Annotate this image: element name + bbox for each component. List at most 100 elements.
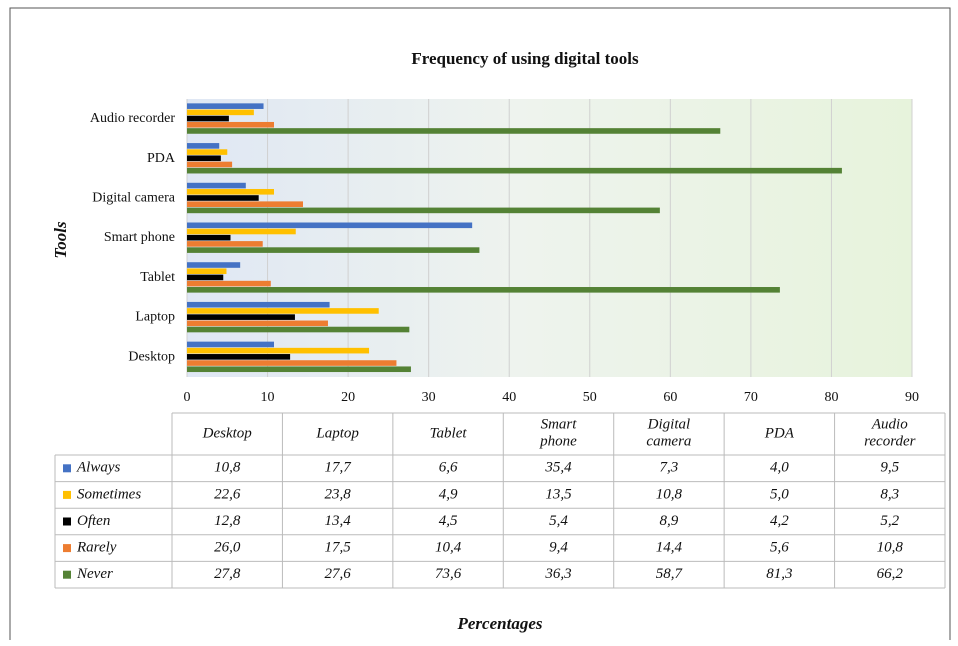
- x-tick-label: 10: [261, 390, 275, 405]
- bar: [187, 262, 241, 268]
- bar: [187, 247, 480, 253]
- y-tick-label: Smart phone: [104, 230, 175, 245]
- x-tick-label: 70: [744, 390, 758, 405]
- x-tick-label: 50: [583, 390, 597, 405]
- table-cell: 10,8: [214, 460, 241, 476]
- table-cell: 9,5: [880, 460, 899, 476]
- table-cell: 66,2: [877, 566, 904, 582]
- bar: [187, 207, 660, 214]
- x-tick-label: 20: [341, 390, 355, 405]
- legend-swatch: [63, 517, 71, 526]
- bar: [187, 195, 259, 201]
- bar: [187, 103, 264, 109]
- x-tick-label: 0: [184, 390, 191, 405]
- table-header: Desktop: [202, 425, 253, 441]
- table-cell: 5,6: [770, 540, 789, 556]
- legend-label: Often: [77, 513, 110, 529]
- bar: [187, 121, 274, 128]
- table-cell: 6,6: [439, 460, 458, 476]
- table-cell: 4,0: [770, 460, 789, 476]
- bar: [187, 149, 228, 155]
- table-header: PDA: [764, 425, 795, 441]
- bar: [187, 347, 370, 354]
- table-cell: 17,5: [325, 540, 352, 556]
- table-cell: 14,4: [656, 540, 683, 556]
- table-cell: 4,2: [770, 513, 789, 529]
- bar: [187, 182, 246, 189]
- bar: [187, 188, 274, 195]
- bar: [187, 280, 271, 287]
- bar: [187, 326, 410, 333]
- table-cell: 4,9: [439, 486, 458, 502]
- table-cell: 81,3: [766, 566, 792, 582]
- bar: [187, 228, 296, 235]
- x-tick-label: 40: [502, 390, 516, 405]
- table-cell: 22,6: [214, 486, 241, 502]
- x-axis-title: Percentages: [457, 614, 543, 633]
- bar: [187, 143, 220, 149]
- y-tick-label: Desktop: [128, 349, 175, 364]
- legend-swatch: [63, 544, 71, 553]
- table-cell: 10,4: [435, 540, 462, 556]
- table-header: Laptop: [315, 425, 359, 441]
- legend-swatch: [63, 464, 71, 473]
- bar: [187, 222, 473, 229]
- table-cell: 7,3: [660, 460, 679, 476]
- table-cell: 5,2: [880, 513, 899, 529]
- bar: [187, 354, 291, 360]
- table-cell: 26,0: [214, 540, 241, 556]
- table-cell: 27,6: [325, 566, 352, 582]
- table-cell: 58,7: [656, 566, 684, 582]
- table-cell: 10,8: [656, 486, 683, 502]
- bar: [187, 320, 328, 327]
- y-tick-label: Laptop: [135, 310, 175, 325]
- bar: [187, 268, 227, 275]
- frame: [9, 7, 951, 640]
- table-cell: 17,7: [325, 460, 353, 476]
- bar: [187, 314, 295, 320]
- bar: [187, 301, 330, 308]
- bar: [187, 128, 721, 134]
- bar: [187, 234, 231, 241]
- bar: [187, 308, 379, 314]
- table-cell: 4,5: [439, 513, 458, 529]
- table-header: Audio recorder: [864, 417, 916, 450]
- x-tick-label: 80: [824, 390, 838, 405]
- legend-label: Always: [76, 460, 120, 476]
- chart-title: Frequency of using digital tools: [411, 49, 639, 68]
- y-tick-label: Digital camera: [92, 191, 176, 206]
- y-axis-title: Tools: [51, 221, 70, 259]
- table-cell: 10,8: [877, 540, 904, 556]
- table-cell: 9,4: [549, 540, 568, 556]
- legend-swatch: [63, 490, 71, 499]
- plot-area: [187, 99, 912, 377]
- bar: [187, 161, 233, 168]
- bar: [187, 341, 274, 348]
- table-header: Tablet: [430, 425, 468, 441]
- legend-label: Never: [76, 566, 113, 582]
- x-tick-label: 60: [663, 390, 677, 405]
- table-cell: 8,3: [880, 486, 899, 502]
- bar: [187, 115, 229, 122]
- table-cell: 5,4: [549, 513, 568, 529]
- table-cell: 13,4: [325, 513, 352, 529]
- y-tick-label: Tablet: [140, 270, 175, 285]
- table-cell: 13,5: [545, 486, 572, 502]
- table-cell: 73,6: [435, 566, 462, 582]
- table-cell: 35,4: [544, 460, 572, 476]
- y-tick-label: PDA: [147, 151, 176, 166]
- table-cell: 12,8: [214, 513, 241, 529]
- bar: [187, 155, 221, 162]
- table-header: Smart phone: [539, 417, 577, 450]
- table-cell: 36,3: [544, 566, 571, 582]
- table-header: Digital camera: [646, 417, 691, 450]
- bar: [187, 201, 303, 207]
- legend-swatch: [63, 570, 71, 579]
- legend-label: Rarely: [76, 540, 117, 556]
- bar: [187, 167, 842, 174]
- bar: [187, 241, 263, 247]
- bar: [187, 360, 397, 366]
- table-cell: 5,0: [770, 486, 789, 502]
- table-cell: 8,9: [660, 513, 679, 529]
